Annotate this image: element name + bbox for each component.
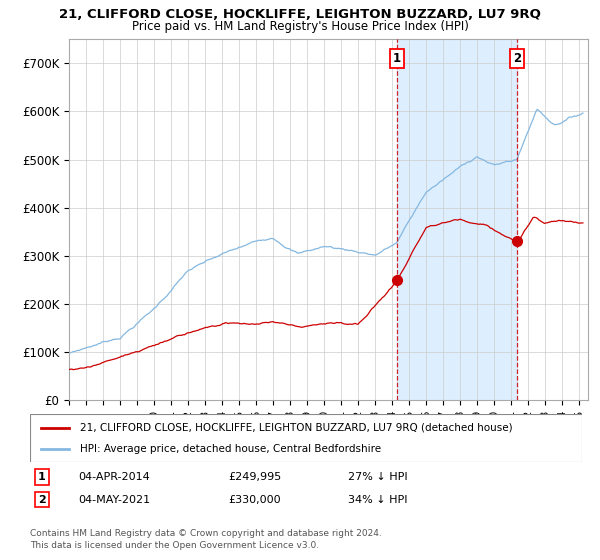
Text: 1: 1 (38, 472, 46, 482)
Text: 1: 1 (392, 52, 401, 65)
Text: HPI: Average price, detached house, Central Bedfordshire: HPI: Average price, detached house, Cent… (80, 444, 381, 454)
Text: 04-MAY-2021: 04-MAY-2021 (78, 494, 150, 505)
Bar (397, 39, 517, 400)
Text: 21, CLIFFORD CLOSE, HOCKLIFFE, LEIGHTON BUZZARD, LU7 9RQ (detached house): 21, CLIFFORD CLOSE, HOCKLIFFE, LEIGHTON … (80, 423, 512, 433)
Text: 2: 2 (513, 52, 521, 65)
FancyBboxPatch shape (30, 414, 582, 462)
Text: This data is licensed under the Open Government Licence v3.0.: This data is licensed under the Open Gov… (30, 542, 319, 550)
Text: 34% ↓ HPI: 34% ↓ HPI (348, 494, 407, 505)
Text: £249,995: £249,995 (228, 472, 281, 482)
Text: Contains HM Land Registry data © Crown copyright and database right 2024.: Contains HM Land Registry data © Crown c… (30, 529, 382, 538)
Text: £330,000: £330,000 (228, 494, 281, 505)
Text: 04-APR-2014: 04-APR-2014 (78, 472, 150, 482)
Text: 21, CLIFFORD CLOSE, HOCKLIFFE, LEIGHTON BUZZARD, LU7 9RQ: 21, CLIFFORD CLOSE, HOCKLIFFE, LEIGHTON … (59, 8, 541, 21)
Text: Price paid vs. HM Land Registry's House Price Index (HPI): Price paid vs. HM Land Registry's House … (131, 20, 469, 32)
Text: 27% ↓ HPI: 27% ↓ HPI (348, 472, 407, 482)
Text: 2: 2 (38, 494, 46, 505)
